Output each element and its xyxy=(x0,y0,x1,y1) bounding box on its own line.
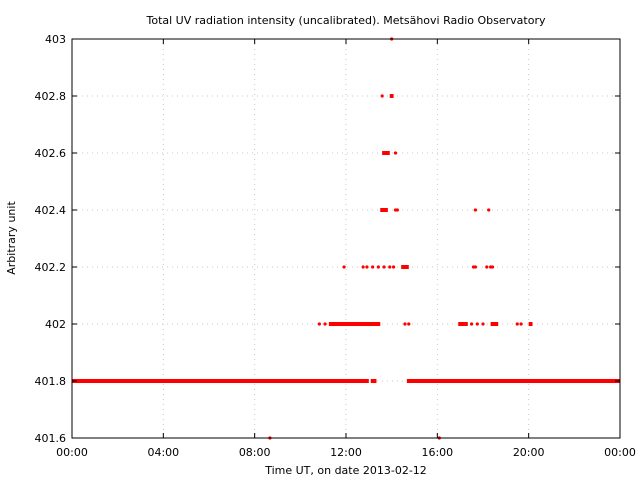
data-point xyxy=(391,265,396,269)
data-point xyxy=(515,322,519,326)
data-point xyxy=(519,322,523,326)
data-point xyxy=(361,265,365,269)
x-tick-label: 00:00 xyxy=(604,446,636,459)
data-point xyxy=(365,265,369,269)
data-run xyxy=(401,265,409,269)
data-run xyxy=(382,151,390,155)
y-tick-label: 401.8 xyxy=(35,375,67,388)
data-point xyxy=(388,265,392,269)
data-point xyxy=(481,322,485,326)
x-axis-label: Time UT, on date 2013-02-12 xyxy=(264,464,427,477)
y-tick-label: 402 xyxy=(45,318,66,331)
data-point xyxy=(473,208,477,212)
data-run xyxy=(370,379,377,383)
data-run xyxy=(406,379,620,383)
x-axis: 00:00 04:00 08:00 12:00 16:00 20:00 00:00 xyxy=(56,39,636,459)
data-point xyxy=(380,94,384,98)
data-point xyxy=(382,265,386,269)
x-tick-label: 16:00 xyxy=(421,446,453,459)
y-tick-label: 402.2 xyxy=(35,261,67,274)
y-tick-label: 402.4 xyxy=(35,204,67,217)
y-tick-label: 403 xyxy=(45,33,66,46)
data-point xyxy=(317,322,321,326)
y-tick-label: 402.8 xyxy=(35,90,67,103)
y-axis: 401.6 401.8 402 402.2 402.4 402.6 402.8 403 xyxy=(35,33,620,445)
data-point xyxy=(371,265,375,269)
data-point xyxy=(485,265,489,269)
data-run xyxy=(380,208,388,212)
data-point xyxy=(323,322,327,326)
data-point xyxy=(487,208,491,212)
y-tick-label: 402.6 xyxy=(35,147,67,160)
x-tick-label: 04:00 xyxy=(147,446,179,459)
data-run xyxy=(389,94,394,98)
data-run xyxy=(328,322,381,326)
data-point xyxy=(376,265,380,269)
grid xyxy=(72,39,620,438)
plot-frame xyxy=(71,38,621,439)
data-point xyxy=(407,322,411,326)
y-tick-label: 401.6 xyxy=(35,432,67,445)
data-point xyxy=(342,265,346,269)
data-point xyxy=(403,322,407,326)
data-point xyxy=(469,322,474,326)
data-run xyxy=(528,322,533,326)
x-tick-label: 00:00 xyxy=(56,446,88,459)
x-tick-label: 12:00 xyxy=(330,446,362,459)
data-point xyxy=(475,322,479,326)
y-axis-label: Arbitrary unit xyxy=(5,201,18,275)
x-tick-label: 08:00 xyxy=(239,446,271,459)
data-points xyxy=(72,37,620,440)
data-point xyxy=(473,265,477,269)
data-point xyxy=(393,151,398,155)
data-point xyxy=(490,265,495,269)
data-point xyxy=(395,208,399,212)
data-run xyxy=(72,379,369,383)
data-run xyxy=(490,322,499,326)
chart-title: Total UV radiation intensity (uncalibrat… xyxy=(146,14,546,27)
x-tick-label: 20:00 xyxy=(513,446,545,459)
data-run xyxy=(458,322,468,326)
